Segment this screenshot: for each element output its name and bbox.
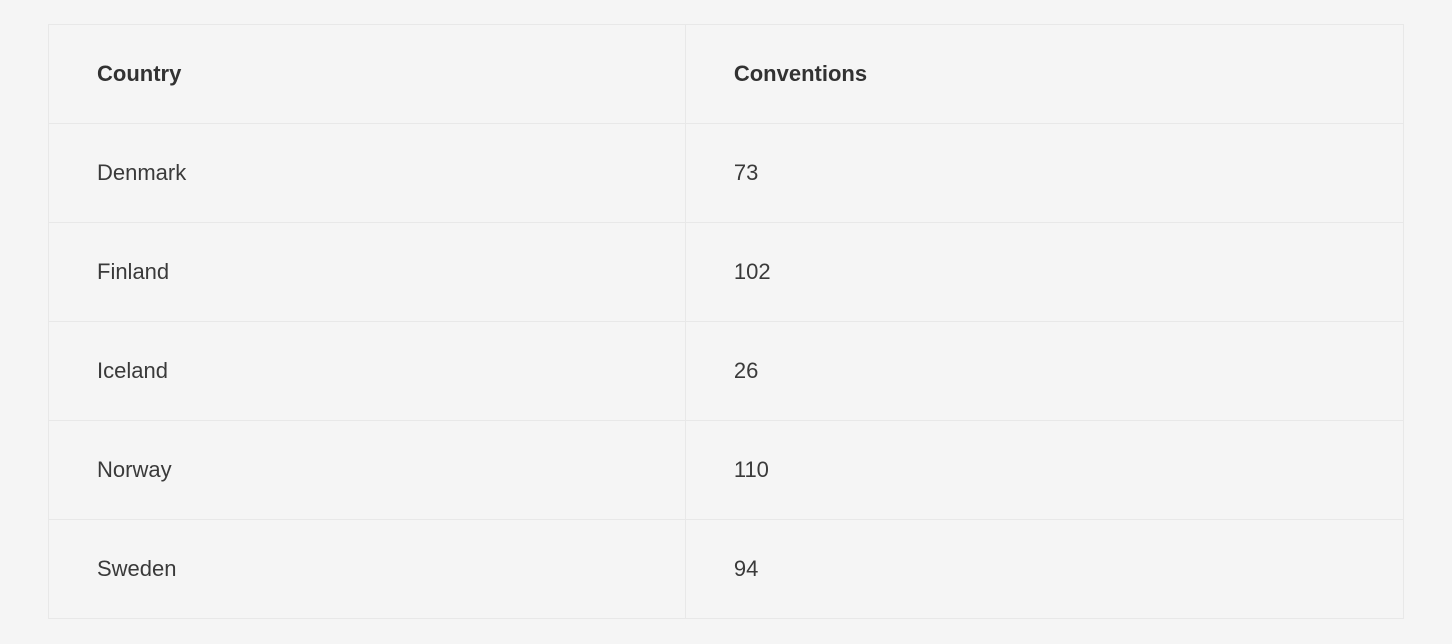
table-header-row: Country Conventions (49, 25, 1404, 124)
conventions-table: Country Conventions Denmark 73 Finland 1… (48, 24, 1404, 619)
column-header-country: Country (49, 25, 686, 124)
cell-country: Denmark (49, 124, 686, 223)
table-row: Sweden 94 (49, 520, 1404, 619)
cell-conventions: 26 (685, 322, 1403, 421)
cell-country: Iceland (49, 322, 686, 421)
cell-country: Finland (49, 223, 686, 322)
cell-conventions: 94 (685, 520, 1403, 619)
table-row: Finland 102 (49, 223, 1404, 322)
column-header-conventions: Conventions (685, 25, 1403, 124)
cell-conventions: 102 (685, 223, 1403, 322)
table-row: Norway 110 (49, 421, 1404, 520)
cell-country: Sweden (49, 520, 686, 619)
cell-country: Norway (49, 421, 686, 520)
conventions-table-container: Country Conventions Denmark 73 Finland 1… (48, 24, 1404, 619)
cell-conventions: 73 (685, 124, 1403, 223)
table-row: Denmark 73 (49, 124, 1404, 223)
cell-conventions: 110 (685, 421, 1403, 520)
table-row: Iceland 26 (49, 322, 1404, 421)
